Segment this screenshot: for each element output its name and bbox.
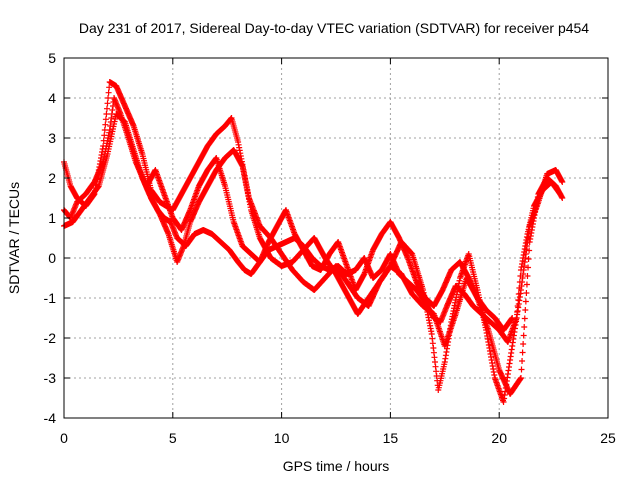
data-point [101,127,108,133]
axis-ticks: 0 5 10 15 20 25 -4 -3 -2 -1 0 1 2 3 4 5 [44,50,616,446]
data-point [522,307,529,313]
data-point [103,105,110,112]
y-tick-label: 1 [48,210,56,226]
data-point [102,121,109,128]
y-tick-label: -2 [44,330,57,346]
y-tick-label: 2 [48,170,56,186]
y-tick-label: 5 [48,50,56,66]
y-axis-label: SDTVAR / TECUs [6,182,22,294]
x-tick-label: 25 [600,430,616,446]
data-point [105,95,112,101]
data-point [520,332,527,339]
data-point [523,290,530,296]
series-track-4 [143,155,516,333]
data-point [521,324,528,330]
data-point [517,375,524,381]
data-point [105,89,112,96]
data-point [525,256,532,262]
x-tick-label: 20 [491,430,507,446]
data-point [520,341,527,347]
plot-frame [63,57,609,419]
data-point [523,281,530,288]
data-point [522,298,529,305]
data-point [509,315,516,321]
data-point [525,264,532,271]
y-tick-label: 3 [48,130,56,146]
x-tick-label: 15 [383,430,399,446]
y-tick-label: -1 [44,290,57,306]
y-tick-label: -3 [44,370,57,386]
data-markers [61,79,566,405]
data-point [100,137,107,144]
grid-lines [64,58,608,418]
data-point [524,273,531,279]
data-point [103,111,110,117]
x-tick-label: 5 [169,430,177,446]
data-point [519,349,526,356]
chart-title: Day 231 of 2017, Sidereal Day-to-day VTE… [79,20,589,36]
data-point [559,195,566,201]
data-point [104,100,111,107]
x-axis-label: GPS time / hours [283,458,390,474]
data-point [521,315,528,322]
data-point [518,366,525,373]
data-point [102,116,109,123]
data-point [106,84,113,91]
data-point [101,132,108,139]
y-tick-label: -4 [44,410,57,426]
x-tick-label: 10 [274,430,290,446]
x-tick-label: 0 [60,430,68,446]
data-point [519,358,526,364]
y-tick-label: 4 [48,90,56,106]
series-track-3 [61,111,566,405]
y-tick-label: 0 [48,250,56,266]
data-point [100,143,107,149]
data-point [559,179,566,185]
